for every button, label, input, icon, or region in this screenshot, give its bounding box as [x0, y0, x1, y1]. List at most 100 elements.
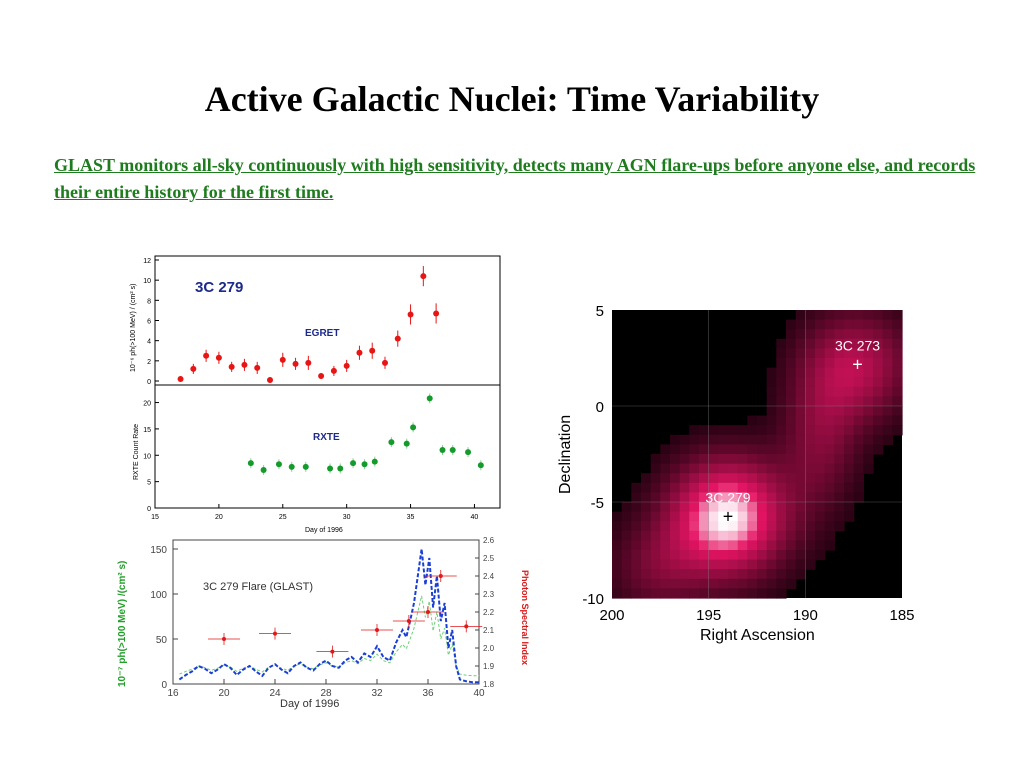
map-pixel — [650, 559, 661, 570]
map-pixel — [786, 406, 797, 417]
map-pixel — [679, 473, 690, 484]
glast-xtick-label: 24 — [269, 688, 281, 699]
map-pixel — [776, 511, 787, 522]
map-pixel — [882, 329, 893, 340]
map-pixel — [737, 559, 748, 570]
map-pixel — [718, 482, 729, 493]
map-pixel — [824, 473, 835, 484]
map-pixel — [747, 559, 758, 570]
map-xtick-label: 185 — [889, 607, 914, 624]
map-pixel — [776, 348, 787, 359]
map-pixel — [805, 511, 816, 522]
map-pixel — [834, 338, 845, 349]
map-pixel — [844, 319, 855, 330]
map-pixel — [737, 473, 748, 484]
map-pixel — [757, 550, 768, 561]
map-pixel — [631, 569, 642, 580]
map-pixel — [892, 386, 903, 397]
map-pixel — [786, 377, 797, 388]
map-pixel — [892, 329, 903, 340]
map-pixel — [718, 511, 729, 522]
rxte-point — [327, 465, 334, 472]
map-pixel — [660, 492, 671, 503]
map-pixel — [718, 521, 729, 532]
map-pixel — [786, 434, 797, 445]
map-pixel — [708, 550, 719, 561]
map-pixel — [815, 358, 826, 369]
map-pixel — [641, 588, 652, 599]
map-pixel — [612, 521, 623, 532]
map-pixel — [786, 559, 797, 570]
map-pixel — [892, 415, 903, 426]
map-pixel — [892, 338, 903, 349]
map-pixel — [786, 463, 797, 474]
map-pixel — [786, 550, 797, 561]
map-pixel — [757, 454, 768, 465]
map-pixel — [786, 492, 797, 503]
map-pixel — [863, 406, 874, 417]
map-pixel — [873, 358, 884, 369]
map-pixel — [834, 444, 845, 455]
map-pixel — [718, 473, 729, 484]
map-pixel — [824, 329, 835, 340]
map-pixel — [679, 550, 690, 561]
map-pixel — [873, 310, 884, 321]
map-pixel — [776, 492, 787, 503]
map-pixel — [776, 578, 787, 589]
map-pixel — [747, 492, 758, 503]
map-pixel — [708, 569, 719, 580]
map-pixel — [795, 473, 806, 484]
glast-xlabel: Day of 1996 — [280, 698, 339, 710]
map-pixel — [708, 425, 719, 436]
map-pixel — [834, 329, 845, 340]
map-pixel — [815, 492, 826, 503]
map-pixel — [834, 521, 845, 532]
map-pixel — [795, 530, 806, 541]
map-pixel — [882, 367, 893, 378]
map-pixel — [757, 434, 768, 445]
map-pixel — [631, 482, 642, 493]
map-pixel — [728, 482, 739, 493]
map-pixel — [873, 425, 884, 436]
map-pixel — [824, 463, 835, 474]
egret-point — [254, 364, 261, 371]
map-pixel — [699, 559, 710, 570]
map-pixel — [805, 492, 816, 503]
map-pixel — [776, 377, 787, 388]
map-pixel — [834, 415, 845, 426]
map-pixel — [853, 348, 864, 359]
map-pixel — [660, 559, 671, 570]
map-pixel — [815, 502, 826, 513]
map-pixel — [805, 338, 816, 349]
map-pixel — [795, 463, 806, 474]
map-pixel — [873, 319, 884, 330]
glast-y2label: Photon Spectral Index — [520, 570, 530, 665]
map-pixel — [621, 559, 632, 570]
map-pixel — [670, 502, 681, 513]
map-pixel — [699, 550, 710, 561]
rxte-xtick-label: 25 — [279, 514, 287, 521]
rxte-point — [302, 463, 309, 470]
map-pixel — [795, 559, 806, 570]
map-pixel — [766, 454, 777, 465]
map-pixel — [689, 482, 700, 493]
map-pixel — [824, 319, 835, 330]
map-pixel — [679, 454, 690, 465]
map-pixel — [708, 482, 719, 493]
map-pixel — [757, 482, 768, 493]
map-pixel — [718, 530, 729, 541]
map-pixel — [679, 569, 690, 580]
map-pixel — [844, 358, 855, 369]
map-pixel — [776, 540, 787, 551]
map-pixel — [728, 569, 739, 580]
map-pixel — [786, 578, 797, 589]
map-pixel — [795, 386, 806, 397]
map-pixel — [863, 358, 874, 369]
map-pixel — [863, 348, 874, 359]
map-pixel — [805, 559, 816, 570]
map-pixel — [747, 454, 758, 465]
map-pixel — [650, 578, 661, 589]
map-pixel — [844, 473, 855, 484]
map-pixel — [670, 511, 681, 522]
map-source-marker: + — [723, 506, 734, 526]
